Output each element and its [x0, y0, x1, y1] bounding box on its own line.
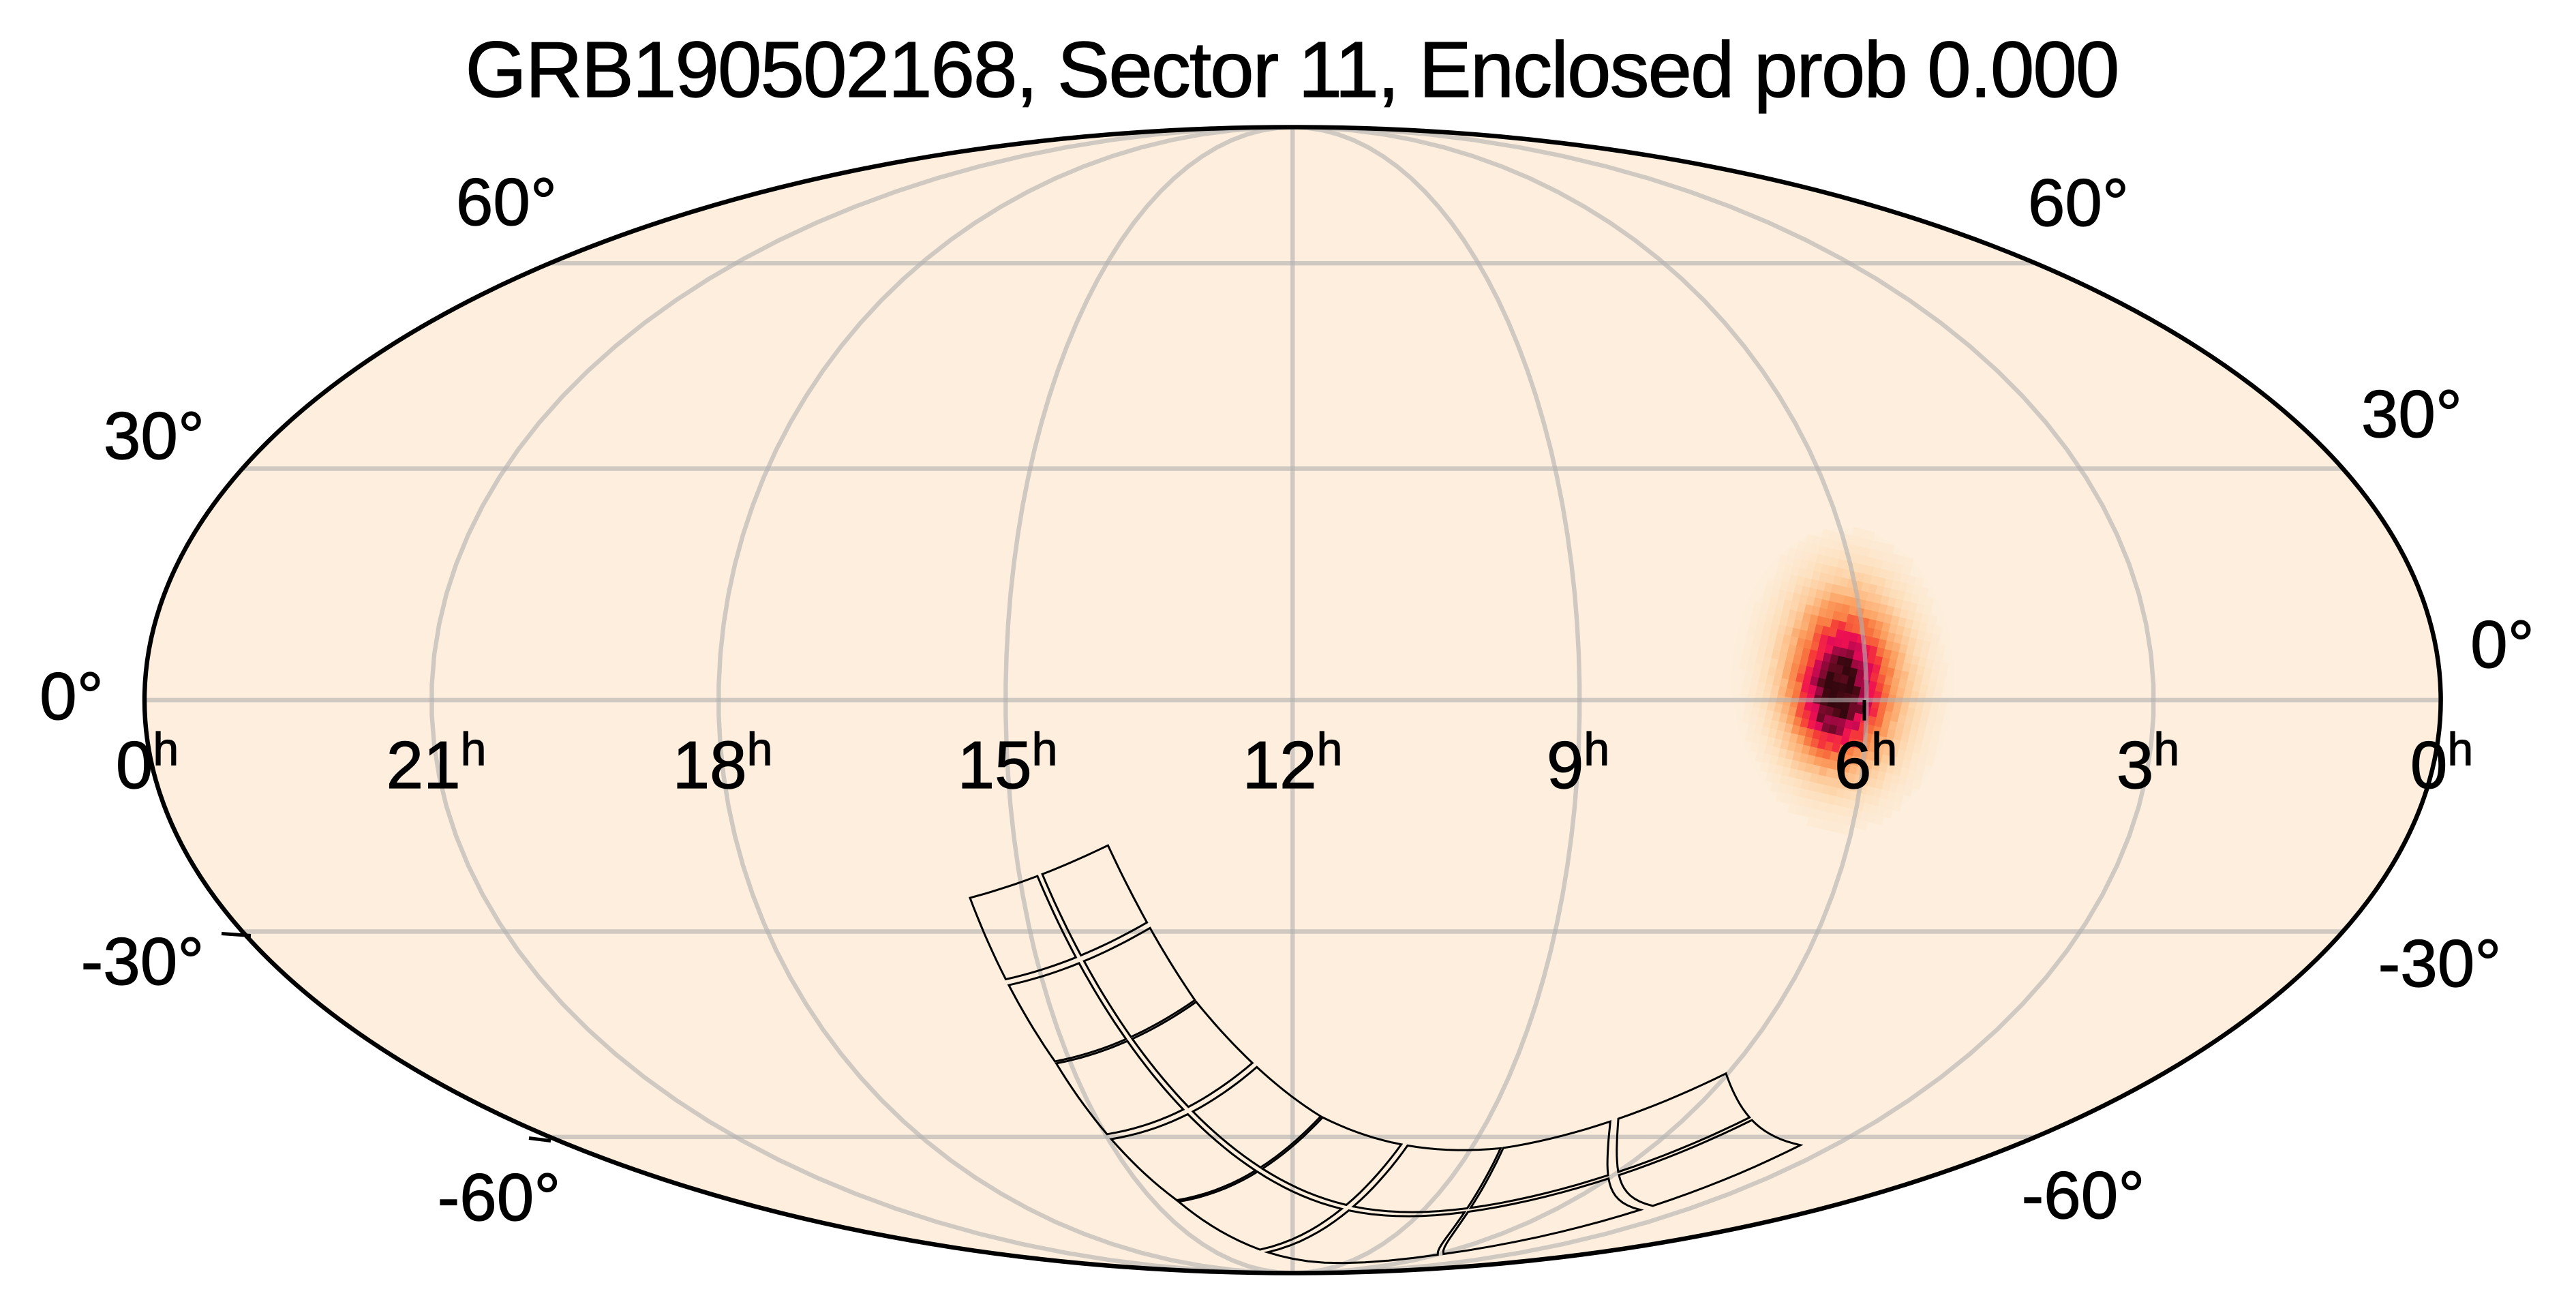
svg-text:12h: 12h [1243, 723, 1343, 802]
svg-text:-30°: -30° [81, 924, 204, 999]
svg-text:-30°: -30° [2378, 926, 2502, 1001]
svg-text:0°: 0° [2470, 607, 2534, 682]
svg-text:-60°: -60° [438, 1160, 561, 1235]
svg-text:3h: 3h [2117, 723, 2179, 802]
svg-text:-60°: -60° [2022, 1158, 2145, 1233]
svg-text:30°: 30° [2361, 376, 2462, 451]
svg-text:30°: 30° [104, 398, 204, 473]
svg-text:18h: 18h [673, 723, 773, 802]
svg-text:0°: 0° [40, 659, 104, 734]
svg-text:60°: 60° [2028, 165, 2129, 240]
svg-text:60°: 60° [456, 164, 557, 239]
svg-text:GRB190502168, Sector 11, Enclo: GRB190502168, Sector 11, Enclosed prob 0… [466, 25, 2119, 114]
